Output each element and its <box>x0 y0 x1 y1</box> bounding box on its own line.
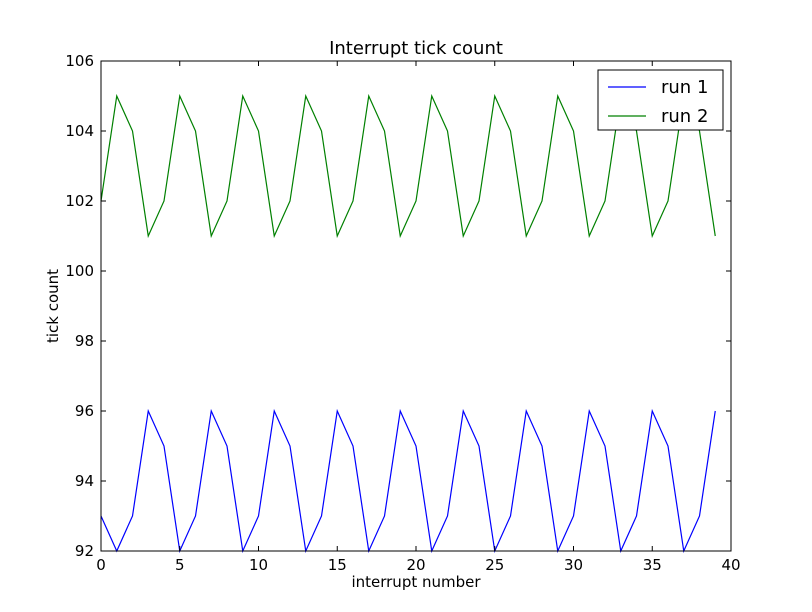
x-tick-label: 25 <box>485 556 504 574</box>
legend-label-1: run 1 <box>661 77 708 98</box>
y-axis-label: tick count <box>44 269 62 343</box>
legend: run 1 run 2 <box>597 69 724 131</box>
series-line-2 <box>100 93 716 239</box>
legend-label-2: run 2 <box>661 106 708 127</box>
y-tick-label: 94 <box>75 472 94 490</box>
series-line-1 <box>100 408 716 554</box>
x-tick-label: 30 <box>564 556 583 574</box>
chart-title: Interrupt tick count <box>329 38 503 59</box>
y-tick-label: 100 <box>65 262 94 280</box>
y-tick-label: 98 <box>75 332 94 350</box>
x-tick-label: 15 <box>328 556 347 574</box>
axis-ticks: 0 5 10 15 20 25 30 35 40 92 94 96 98 100 102 104 106 <box>65 52 740 574</box>
y-tick-label: 106 <box>65 52 94 70</box>
x-tick-label: 20 <box>406 556 425 574</box>
x-tick-label: 35 <box>643 556 662 574</box>
y-tick-label: 92 <box>75 542 94 560</box>
y-tick-label: 102 <box>65 192 94 210</box>
legend-box <box>597 69 724 131</box>
x-tick-label: 10 <box>249 556 268 574</box>
x-tick-label: 0 <box>96 556 106 574</box>
x-tick-label: 40 <box>721 556 740 574</box>
y-tick-label: 96 <box>75 402 94 420</box>
series-group <box>100 93 716 554</box>
y-tick-label: 104 <box>65 122 94 140</box>
x-axis-label: interrupt number <box>351 573 481 591</box>
x-tick-label: 5 <box>175 556 185 574</box>
